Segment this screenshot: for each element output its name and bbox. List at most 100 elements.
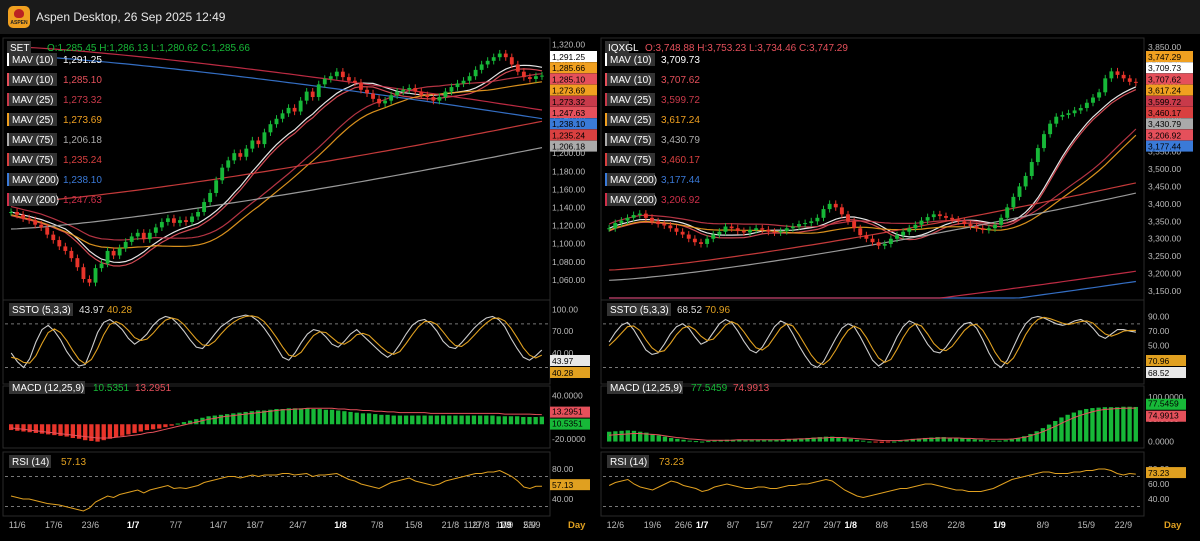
title-bar: ASPEN Aspen Desktop, 26 Sep 2025 12:49 xyxy=(0,0,1200,34)
macd-histogram-bar xyxy=(755,440,761,442)
macd-histogram-bar xyxy=(699,441,705,443)
macd-axis-tick: 0.0000 xyxy=(1148,437,1174,447)
ma-legend-label: MAV (25) xyxy=(12,115,54,126)
macd-histogram-bar xyxy=(261,410,267,425)
iqxgl-chart[interactable]: 3,850.003,800.003,750.003,700.003,650.00… xyxy=(600,37,1193,531)
macd-histogram-bar xyxy=(681,439,686,442)
macd-histogram-bar xyxy=(187,420,193,425)
candle-body xyxy=(310,91,315,98)
candle-body xyxy=(274,118,279,125)
candle-body xyxy=(184,220,188,222)
candle-body xyxy=(876,242,881,246)
macd-histogram-bar xyxy=(175,423,180,425)
ma-legend-value: 1,273.32 xyxy=(63,95,102,106)
macd-histogram-bar xyxy=(95,424,100,442)
macd-signal-value: 74.9913 xyxy=(733,383,770,394)
ma-legend-swatch xyxy=(7,193,9,206)
candle-body xyxy=(69,250,74,259)
axis-value-badge xyxy=(550,51,597,62)
macd-histogram-bar xyxy=(39,424,45,434)
candle-body xyxy=(974,226,979,229)
ma-line-4 xyxy=(10,147,543,230)
candle-body xyxy=(1035,148,1040,163)
ma-legend-value: 1,273.69 xyxy=(63,115,102,126)
macd-histogram-bar xyxy=(668,437,674,442)
macd-signal-value: 13.2951 xyxy=(135,383,172,394)
macd-histogram-bar xyxy=(138,424,143,432)
ma-legend-label: MAV (10) xyxy=(12,55,54,66)
candle-body xyxy=(888,238,893,244)
ma-legend-bg xyxy=(9,53,57,66)
macd-axis-tick: -20.0000 xyxy=(552,434,586,444)
axis-value-badge-text: 3,707.62 xyxy=(1148,74,1181,84)
ssto-axis-tick: 50.00 xyxy=(1148,341,1170,351)
candle-body xyxy=(479,64,484,70)
ssto-label: SSTO (5,3,3) xyxy=(12,305,71,316)
macd-histogram-bar xyxy=(323,409,329,425)
x-axis-tick: 11/9 xyxy=(464,520,481,530)
candle-body xyxy=(680,231,685,235)
candle-body xyxy=(262,132,267,145)
macd-histogram-bar xyxy=(397,415,403,425)
macd-histogram-bar xyxy=(662,436,668,442)
macd-histogram-bar xyxy=(780,439,785,442)
candle-body xyxy=(711,234,716,239)
ma-legend-bg xyxy=(607,93,655,106)
macd-histogram-bar xyxy=(848,438,853,442)
macd-histogram-bar xyxy=(243,411,248,425)
candle-body xyxy=(250,140,255,149)
candle-body xyxy=(365,89,369,94)
ma-legend-swatch xyxy=(605,113,607,126)
macd-histogram-bar xyxy=(730,439,736,442)
candle-body xyxy=(159,221,164,228)
candle-body xyxy=(322,78,327,85)
macd-histogram-bar xyxy=(1034,431,1039,442)
axis-value-badge xyxy=(550,140,597,152)
candle-body xyxy=(839,207,844,215)
ssto-label-bg xyxy=(607,303,671,316)
charts-area[interactable]: 1,320.001,300.001,280.001,260.001,240.00… xyxy=(0,34,1200,541)
macd-badge-2 xyxy=(1146,410,1186,422)
candle-body xyxy=(371,93,375,99)
candle-body xyxy=(864,235,869,239)
macd-histogram-bar xyxy=(354,412,359,425)
x-axis-tick: 23/9 xyxy=(523,520,541,530)
candle-body xyxy=(105,250,110,264)
macd-histogram-bar xyxy=(1009,439,1015,442)
candle-body xyxy=(117,248,122,256)
x-axis-tick: 8/8 xyxy=(876,520,889,530)
x-axis-tick: 22/7 xyxy=(792,520,810,530)
ma-legend-label: MAV (10) xyxy=(610,55,652,66)
candle-body xyxy=(607,228,612,230)
candle-body xyxy=(419,91,424,96)
macd-histogram-bar xyxy=(83,424,88,441)
price-axis-tick: 1,160.00 xyxy=(552,184,585,194)
candle-body xyxy=(413,87,418,92)
candle-body xyxy=(668,225,673,229)
macd-histogram-bar xyxy=(972,439,977,442)
macd-histogram-bar xyxy=(385,414,390,425)
macd-histogram-bar xyxy=(836,437,841,442)
candle-body xyxy=(766,229,771,232)
candle-body xyxy=(999,217,1004,225)
x-axis-tick: 7/7 xyxy=(170,520,183,530)
set-chart[interactable]: 1,320.001,300.001,280.001,260.001,240.00… xyxy=(2,37,597,531)
ma-legend-label: MAV (200) xyxy=(610,195,657,206)
candle-body xyxy=(534,76,538,79)
macd-histogram-bar xyxy=(268,409,273,425)
macd-histogram-bar xyxy=(1127,406,1132,442)
candle-body xyxy=(956,219,961,222)
rsi-badge-text: 73.23 xyxy=(1148,468,1170,478)
macd-histogram-bar xyxy=(305,408,310,425)
macd-histogram-bar xyxy=(625,430,630,442)
ma-legend-swatch xyxy=(7,93,9,106)
ma-legend-value: 3,599.72 xyxy=(661,95,700,106)
candle-body xyxy=(913,224,918,229)
macd-histogram-bar xyxy=(885,441,891,443)
macd-histogram-bar xyxy=(539,416,544,425)
ma-line-2 xyxy=(608,128,1137,228)
aspen-logo-icon[interactable]: ASPEN xyxy=(8,6,30,28)
ma-legend-label: MAV (10) xyxy=(610,75,652,86)
candle-body xyxy=(437,97,442,101)
x-axis-tick: 19/6 xyxy=(644,520,662,530)
